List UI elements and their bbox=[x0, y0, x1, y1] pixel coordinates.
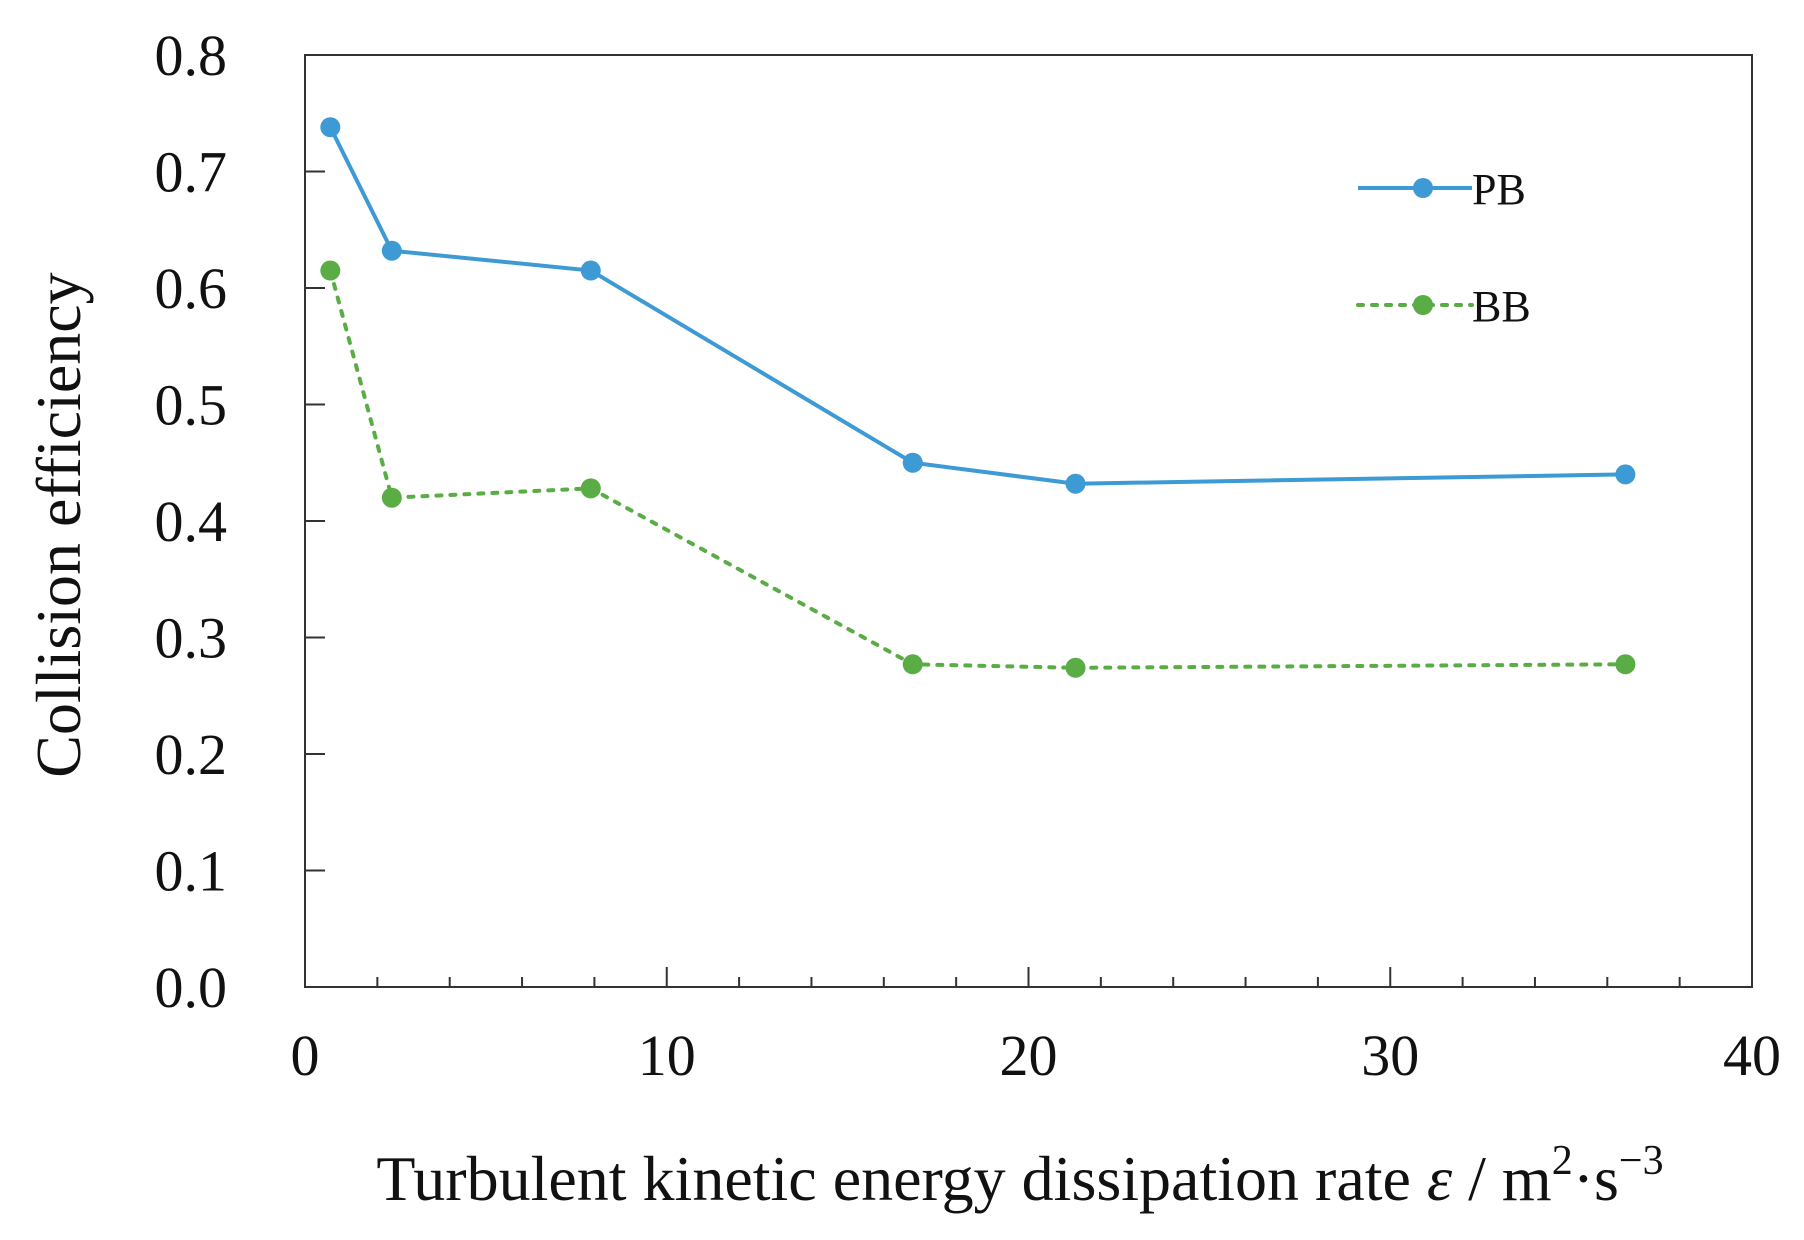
x-tick-label: 20 bbox=[1000, 1023, 1058, 1088]
x-axis-title-text: Turbulent kinetic energy dissipation rat… bbox=[376, 1143, 1427, 1214]
y-tick-label: 0.4 bbox=[155, 489, 228, 554]
x-axis-title-unit: / m bbox=[1452, 1143, 1552, 1214]
y-tick-label: 0.2 bbox=[155, 722, 228, 787]
data-point-pb bbox=[320, 117, 341, 138]
y-tick-label: 0.0 bbox=[155, 955, 228, 1020]
data-point-bb bbox=[320, 260, 341, 281]
plot-border bbox=[304, 54, 1753, 988]
data-point-bb bbox=[1615, 654, 1636, 675]
y-tick-label: 0.6 bbox=[155, 256, 228, 321]
series-bb bbox=[320, 260, 1636, 678]
data-point-bb bbox=[1065, 657, 1086, 678]
data-point-bb bbox=[381, 487, 402, 508]
legend-item-pb: PB bbox=[1358, 165, 1526, 214]
y-tick-label: 0.3 bbox=[155, 606, 228, 671]
legend-label: PB bbox=[1472, 165, 1526, 214]
x-axis-title-unit-exp1: 2 bbox=[1552, 1138, 1573, 1184]
data-point-pb bbox=[381, 240, 402, 261]
x-tick-label: 0 bbox=[291, 1023, 320, 1088]
data-point-bb bbox=[580, 478, 601, 499]
series-pb bbox=[320, 117, 1636, 494]
data-point-bb bbox=[902, 654, 923, 675]
data-point-pb bbox=[902, 452, 923, 473]
x-axis-title-unit-exp2: −3 bbox=[1619, 1138, 1664, 1184]
x-tick-label: 10 bbox=[638, 1023, 696, 1088]
x-tick-label: 30 bbox=[1361, 1023, 1419, 1088]
plot-frame bbox=[304, 54, 1753, 988]
series-layer bbox=[320, 117, 1636, 678]
legend-label: BB bbox=[1472, 282, 1531, 331]
series-line-bb bbox=[328, 268, 1628, 670]
x-axis-title: Turbulent kinetic energy dissipation rat… bbox=[376, 1138, 1663, 1214]
x-tick-label: 40 bbox=[1723, 1023, 1781, 1088]
legend-marker bbox=[1413, 178, 1433, 198]
y-tick-label: 0.1 bbox=[155, 839, 228, 904]
legend-item-bb: BB bbox=[1356, 282, 1531, 331]
legend-marker bbox=[1413, 295, 1433, 315]
x-axis-ticks: 0 10 20 30 40 bbox=[291, 967, 1781, 1088]
y-axis-title: Collision efficiency bbox=[23, 272, 94, 777]
y-tick-label: 0.7 bbox=[155, 140, 228, 205]
series-line-pb bbox=[328, 126, 1626, 486]
data-point-pb bbox=[580, 260, 601, 281]
x-axis-title-symbol: ε bbox=[1427, 1143, 1453, 1214]
legend: PB BB bbox=[1356, 165, 1531, 331]
data-point-pb bbox=[1065, 473, 1086, 494]
x-minor-ticks bbox=[376, 977, 1681, 987]
y-tick-label: 0.5 bbox=[155, 373, 228, 438]
x-axis-title-unit-mid: ·s bbox=[1573, 1143, 1619, 1214]
y-tick-label: 0.8 bbox=[155, 23, 228, 88]
data-point-pb bbox=[1615, 464, 1636, 485]
y-axis-ticks: 0.0 0.1 0.2 0.3 0.4 0.5 0.6 0.7 0.8 bbox=[155, 23, 325, 1020]
